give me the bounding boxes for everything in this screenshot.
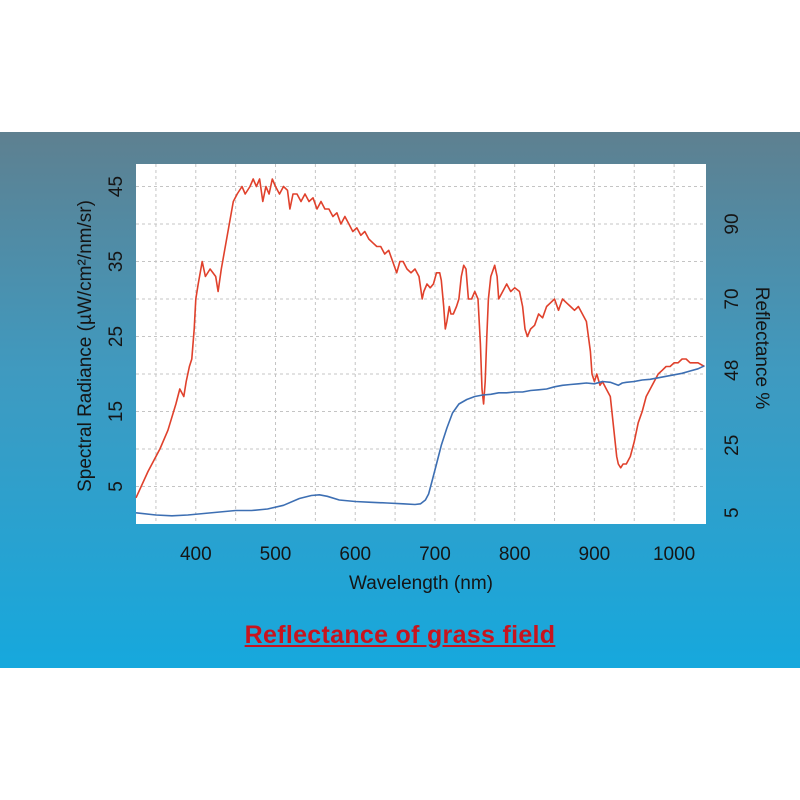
- y2-tick-label: 70: [722, 288, 743, 309]
- plot-area: [136, 164, 706, 524]
- y-tick-label: 15: [106, 401, 127, 422]
- y2-tick-label: 90: [722, 213, 743, 234]
- y-tick-label: 35: [106, 251, 127, 272]
- y-axis-label: Spectral Radiance (µW/cm²/nm/sr): [75, 200, 96, 492]
- x-tick-label: 900: [579, 544, 611, 565]
- y2-tick-label: 25: [722, 435, 743, 456]
- x-tick-label: 500: [260, 544, 292, 565]
- reflectance-line: [135, 365, 705, 517]
- x-tick-label: 400: [180, 544, 212, 565]
- y2-tick-label: 5: [722, 507, 743, 518]
- x-tick-label: 800: [499, 544, 531, 565]
- y-tick-label: 25: [106, 326, 127, 347]
- ticks: 400 500 600 700 800 900 1000 5 15 25 35 45 5 25 48 70 90: [106, 176, 743, 565]
- series-layer: [135, 178, 705, 517]
- x-tick-label: 1000: [653, 544, 695, 565]
- x-axis-label: Wavelength (nm): [349, 573, 493, 594]
- radiance-line: [135, 178, 705, 499]
- x-tick-label: 700: [419, 544, 451, 565]
- y-tick-label: 45: [106, 176, 127, 197]
- y-tick-label: 5: [106, 481, 127, 492]
- x-tick-label: 600: [339, 544, 371, 565]
- y2-axis-label: Reflectance %: [751, 287, 772, 410]
- chart-caption: Reflectance of grass field: [244, 621, 556, 649]
- y2-tick-label: 48: [722, 360, 743, 381]
- grid: [136, 164, 706, 524]
